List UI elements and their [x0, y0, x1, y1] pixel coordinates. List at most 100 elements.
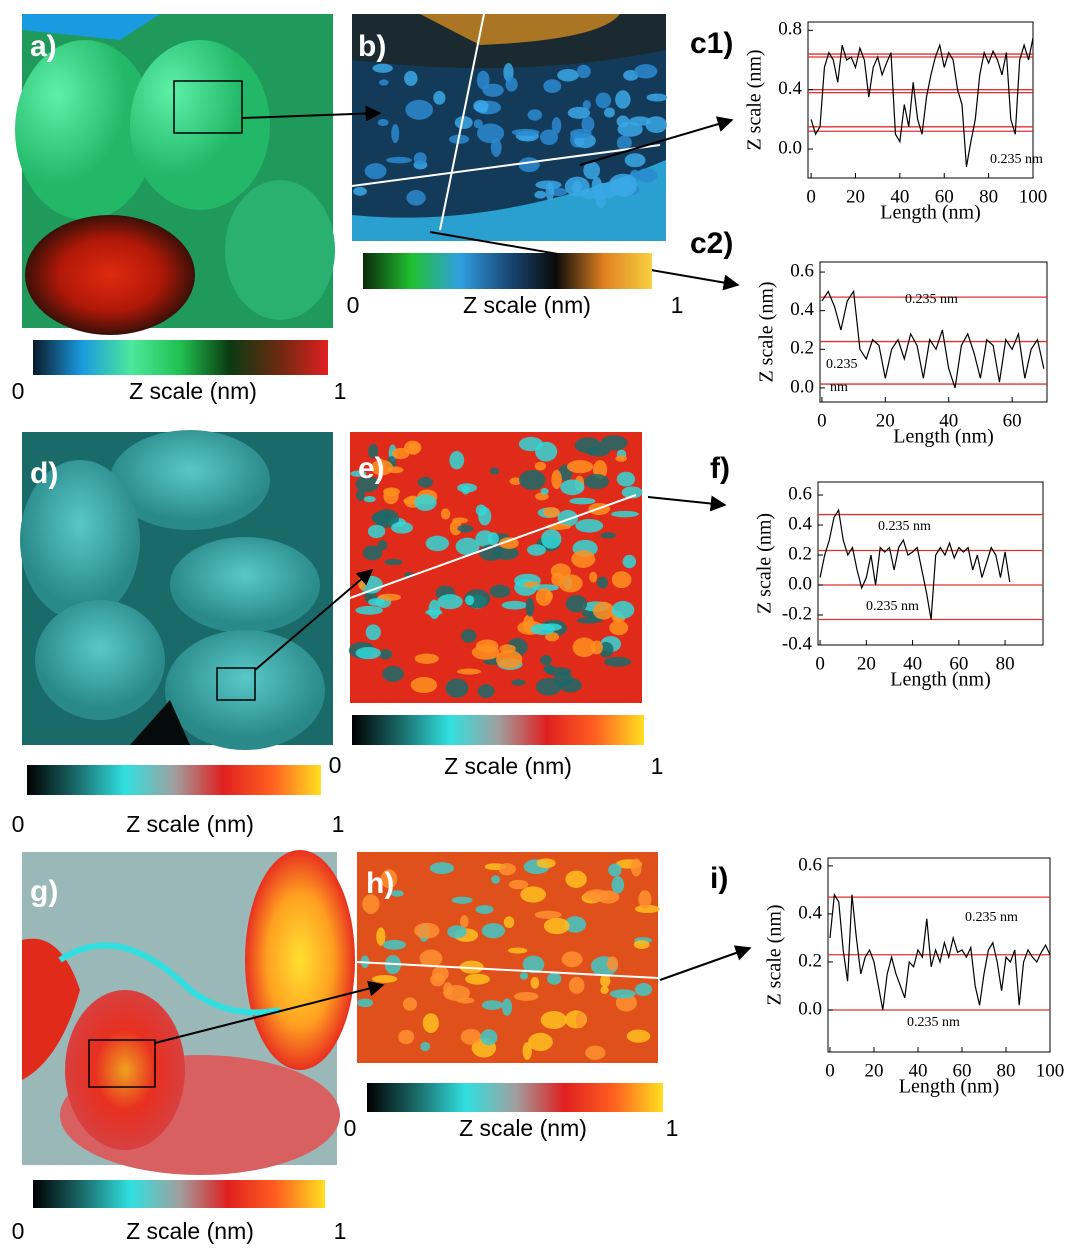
spot: [391, 447, 410, 460]
spot: [479, 107, 488, 114]
y-tick-label: 0.0: [798, 998, 822, 1019]
spot: [583, 161, 601, 180]
spot: [540, 655, 552, 665]
x-tick-label: 40: [890, 186, 909, 207]
spot: [616, 135, 632, 151]
spot: [507, 947, 528, 954]
spot: [615, 90, 631, 109]
spot: [406, 190, 426, 206]
plot-frame: [807, 21, 1034, 179]
spot: [503, 62, 514, 82]
spot: [522, 955, 545, 974]
spot: [527, 544, 546, 556]
spot: [611, 601, 635, 619]
grain: [110, 430, 270, 530]
spot: [511, 679, 526, 686]
spot: [410, 676, 438, 693]
x-axis-label: Length (nm): [890, 669, 991, 691]
spot: [565, 870, 587, 888]
spot: [543, 917, 570, 935]
spot: [564, 916, 587, 933]
spot: [535, 678, 562, 696]
spot: [391, 890, 404, 897]
spot: [475, 504, 487, 517]
colorbar: [27, 765, 321, 795]
spot: [350, 470, 367, 477]
spot: [547, 972, 562, 985]
spot: [353, 186, 367, 196]
spot: [382, 665, 404, 683]
spot: [535, 588, 553, 606]
spot: [572, 637, 596, 658]
spot: [582, 100, 591, 110]
spot: [535, 180, 562, 190]
colorbar-tick-label: 0: [12, 1218, 25, 1244]
spot: [600, 532, 616, 539]
colorbar-tick-label: 1: [332, 811, 345, 837]
y-tick-label: 0.2: [790, 338, 814, 359]
spot: [596, 576, 609, 589]
arrow: [647, 495, 727, 512]
spot: [604, 656, 632, 667]
spot: [569, 497, 596, 505]
spot: [534, 910, 562, 919]
spot: [628, 116, 652, 126]
spot: [432, 965, 449, 982]
annotation: 0.235 nm: [878, 519, 931, 534]
panel-label: d): [30, 457, 58, 490]
spot: [571, 550, 596, 568]
spot: [371, 512, 392, 524]
spot: [592, 601, 615, 620]
spot: [528, 1032, 553, 1052]
spot: [449, 451, 465, 470]
spot: [447, 925, 467, 939]
spot: [611, 876, 625, 894]
spot: [404, 70, 418, 86]
spot: [487, 532, 499, 546]
colorbar: [367, 1083, 663, 1112]
spot: [455, 537, 480, 556]
spot: [429, 862, 455, 875]
colorbar-label: Z scale (nm): [463, 292, 591, 318]
profile-trace: [821, 289, 1045, 389]
arrow: [154, 980, 385, 1044]
y-tick-label: 0.0: [778, 137, 802, 158]
spot: [518, 470, 546, 490]
spot: [626, 1029, 651, 1043]
spot: [518, 157, 540, 173]
spot: [443, 985, 471, 1002]
spot: [608, 863, 622, 877]
spot: [460, 1028, 482, 1045]
spot: [634, 983, 653, 997]
grain: [165, 630, 325, 750]
spot: [606, 956, 619, 971]
spot: [491, 875, 501, 884]
spot: [636, 168, 658, 183]
x-axis-label: Length (nm): [893, 426, 994, 448]
spot: [576, 617, 601, 624]
panel-label: c2): [690, 227, 733, 260]
y-axis-label: Z scale (nm): [756, 281, 778, 382]
spot: [451, 896, 473, 904]
colorbar-label: Z scale (nm): [129, 378, 257, 404]
spot: [496, 650, 523, 669]
spot: [536, 858, 556, 869]
spot: [481, 923, 506, 939]
spot: [452, 517, 468, 524]
spot: [568, 976, 585, 994]
colorbar-tick-label: 0: [344, 1115, 357, 1141]
spot: [590, 640, 603, 655]
spot: [377, 118, 389, 127]
spot: [501, 998, 513, 1016]
spot: [634, 64, 658, 79]
colorbar: [352, 715, 644, 745]
spot: [621, 486, 643, 499]
spot: [616, 115, 630, 128]
spot: [378, 649, 393, 660]
spot: [503, 916, 515, 929]
y-axis-label: Z scale (nm): [754, 513, 776, 614]
spot: [600, 974, 611, 988]
spot: [541, 529, 562, 549]
y-tick-label: -0.4: [782, 633, 813, 654]
profile-line: [356, 961, 659, 979]
